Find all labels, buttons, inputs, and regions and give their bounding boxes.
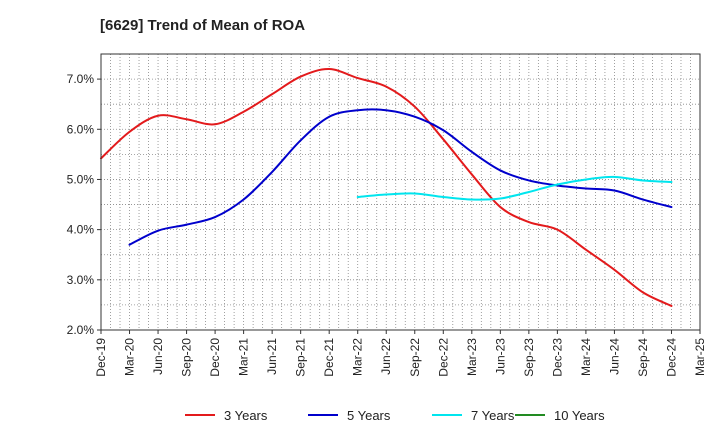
series-line-7-years: [356, 175, 673, 201]
x-tick-label: Mar-20: [123, 338, 137, 376]
legend: 3 Years 5 Years 7 Years 10 Years: [185, 408, 605, 423]
x-tick-label: Sep-23: [522, 338, 536, 377]
x-tick-label: Sep-21: [294, 338, 308, 377]
y-tick-label: 4.0%: [67, 223, 95, 237]
x-tick-label: Jun-20: [151, 338, 165, 375]
y-tick-label: 7.0%: [67, 72, 95, 86]
y-tick-label: 3.0%: [67, 273, 95, 287]
x-tick-label: Dec-23: [550, 338, 564, 377]
series-line-5-years: [128, 108, 673, 246]
x-tick-label: Mar-22: [351, 338, 365, 376]
series-line-3-years: [100, 68, 673, 307]
x-tick-label: Dec-20: [208, 338, 222, 377]
y-tick-label: 2.0%: [67, 323, 95, 337]
legend-label: 10 Years: [554, 408, 605, 423]
x-tick-label: Jun-23: [493, 338, 507, 375]
x-tick-label: Jun-24: [607, 338, 621, 375]
legend-label: 3 Years: [224, 408, 268, 423]
x-tick-label: Sep-24: [636, 338, 650, 377]
legend-label: 5 Years: [347, 408, 391, 423]
y-tick-label: 5.0%: [67, 172, 95, 186]
x-tick-label: Dec-19: [94, 338, 108, 377]
x-axis-ticks: Dec-19 Mar-20 Jun-20 Sep-20 Dec-20 Mar-21 Jun-…: [94, 330, 707, 377]
y-tick-label: 6.0%: [67, 122, 95, 136]
x-tick-label: Sep-22: [408, 338, 422, 377]
x-tick-label: Mar-21: [237, 338, 251, 376]
x-tick-label: Jun-21: [265, 338, 279, 375]
series-lines: [100, 68, 673, 307]
x-tick-label: Dec-22: [436, 338, 450, 377]
x-tick-label: Mar-25: [693, 338, 707, 376]
plot-area-frame: [100, 53, 701, 331]
y-axis-ticks: 2.0% 3.0% 4.0% 5.0% 6.0% 7.0%: [67, 72, 101, 337]
x-tick-label: Mar-24: [579, 338, 593, 376]
legend-label: 7 Years: [471, 408, 515, 423]
x-tick-label: Mar-23: [465, 338, 479, 376]
x-tick-label: Sep-20: [180, 338, 194, 377]
chart-title: [6629] Trend of Mean of ROA: [100, 17, 305, 34]
x-tick-label: Dec-24: [664, 338, 678, 377]
x-tick-label: Jun-22: [379, 338, 393, 375]
x-tick-label: Dec-21: [322, 338, 336, 377]
grid: [101, 54, 700, 330]
